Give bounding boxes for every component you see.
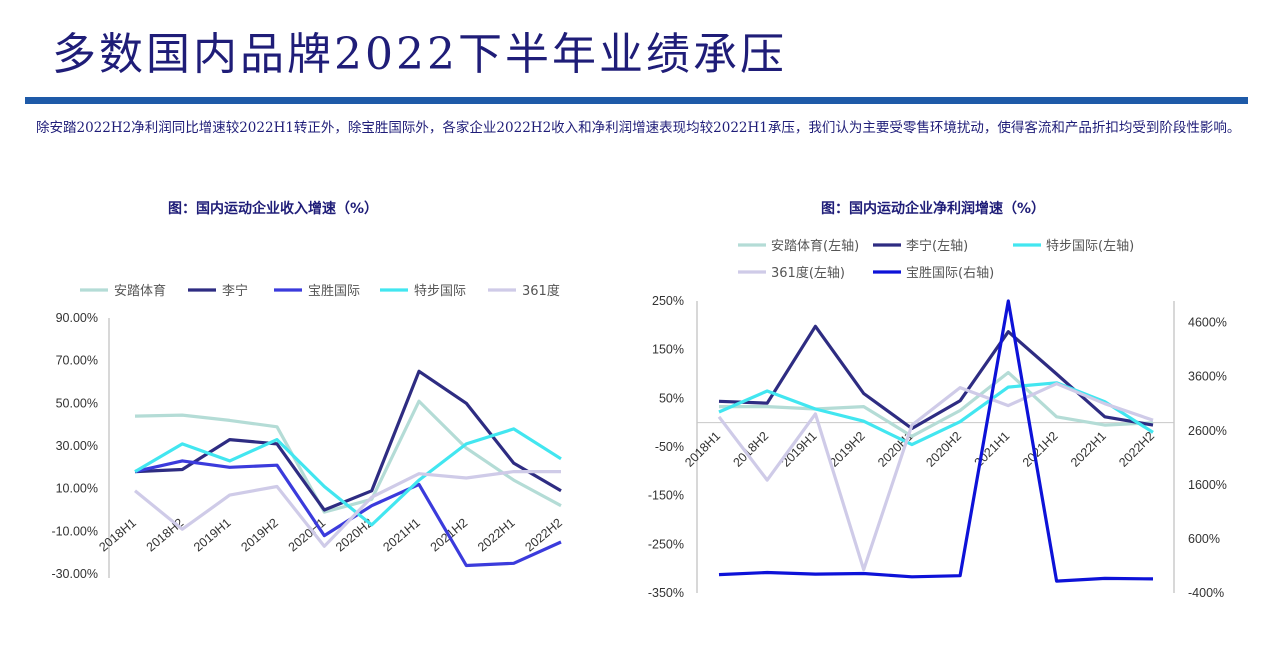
left-x-tick-label: 2020H1 bbox=[286, 516, 329, 555]
left-y-tick-label: 50.00% bbox=[56, 396, 98, 410]
right-x-tick-label: 2019H2 bbox=[827, 429, 868, 470]
right-series-line--2e2c82 bbox=[718, 324, 1154, 431]
right-left-tick-label: 50% bbox=[659, 391, 684, 405]
left-legend-label: 特步国际 bbox=[414, 284, 466, 299]
right-legend-label: 特步国际(左轴) bbox=[1046, 239, 1134, 254]
right-series-line--0d12d8 bbox=[718, 299, 1154, 583]
left-legend-label: 宝胜国际 bbox=[308, 284, 360, 299]
left-legend-label: 361度 bbox=[522, 283, 560, 299]
right-x-tick-label: 2018H2 bbox=[730, 429, 771, 470]
left-x-tick-label: 2019H2 bbox=[238, 516, 281, 555]
summary-text: 除安踏2022H2净利润同比增速较2022H1转正外，除宝胜国际外，各家企业20… bbox=[36, 120, 1241, 136]
right-legend-label: 李宁(左轴) bbox=[906, 238, 968, 254]
right-left-tick-label: 150% bbox=[652, 343, 684, 357]
right-left-tick-label: -250% bbox=[648, 537, 684, 551]
left-chart-caption: 图：国内运动企业收入增速（%） bbox=[168, 201, 379, 217]
left-legend-label: 安踏体育 bbox=[114, 283, 166, 299]
right-right-tick-label: 3600% bbox=[1188, 370, 1227, 384]
right-chart-caption: 图：国内运动企业净利润增速（%） bbox=[821, 201, 1046, 217]
right-right-tick-label: 2600% bbox=[1188, 424, 1227, 438]
left-y-tick-label: 10.00% bbox=[56, 482, 98, 496]
left-legend-label: 李宁 bbox=[222, 283, 248, 299]
right-x-tick-label: 2021H2 bbox=[1020, 429, 1061, 470]
right-right-tick-label: 1600% bbox=[1188, 478, 1227, 492]
right-legend-label: 宝胜国际(右轴) bbox=[906, 266, 994, 281]
right-left-tick-label: -150% bbox=[648, 489, 684, 503]
left-y-tick-label: 70.00% bbox=[56, 354, 98, 368]
right-right-tick-label: -400% bbox=[1188, 586, 1224, 600]
left-y-tick-label: -30.00% bbox=[51, 567, 98, 581]
right-series-line--b4dcd6 bbox=[719, 370, 1154, 438]
right-left-tick-label: 250% bbox=[652, 294, 684, 308]
right-legend-label: 361度(左轴) bbox=[771, 265, 845, 281]
right-right-tick-label: 600% bbox=[1188, 532, 1220, 546]
left-x-tick-label: 2021H1 bbox=[380, 516, 423, 555]
left-x-tick-label: 2018H2 bbox=[144, 516, 187, 555]
title-divider bbox=[25, 97, 1248, 104]
left-series-line--2e2c82 bbox=[134, 369, 562, 512]
left-x-tick-label: 2019H1 bbox=[191, 516, 234, 555]
right-x-tick-label: 2021H1 bbox=[972, 429, 1013, 470]
right-right-tick-label: 4600% bbox=[1188, 316, 1227, 330]
left-series-line--cfcbe8 bbox=[133, 470, 561, 548]
left-y-tick-label: 90.00% bbox=[56, 311, 98, 325]
right-left-tick-label: -350% bbox=[648, 586, 684, 600]
page-title: 多数国内品牌2022下半年业绩承压 bbox=[52, 29, 787, 80]
left-y-tick-label: -10.00% bbox=[51, 524, 98, 538]
right-x-tick-label: 2018H1 bbox=[682, 429, 723, 470]
right-x-tick-label: 2022H2 bbox=[1116, 429, 1157, 470]
left-series-line--b4dcd6 bbox=[134, 399, 562, 514]
right-left-tick-label: -50% bbox=[655, 440, 684, 454]
left-x-tick-label: 2018H1 bbox=[96, 516, 139, 555]
left-series-line--42e6f0 bbox=[134, 427, 562, 527]
right-legend-label: 安踏体育(左轴) bbox=[771, 238, 859, 254]
right-series-line--cfcbe8 bbox=[717, 382, 1154, 572]
left-x-tick-label: 2022H1 bbox=[475, 516, 518, 555]
right-x-tick-label: 2022H1 bbox=[1068, 429, 1109, 470]
left-y-tick-label: 30.00% bbox=[56, 439, 98, 453]
